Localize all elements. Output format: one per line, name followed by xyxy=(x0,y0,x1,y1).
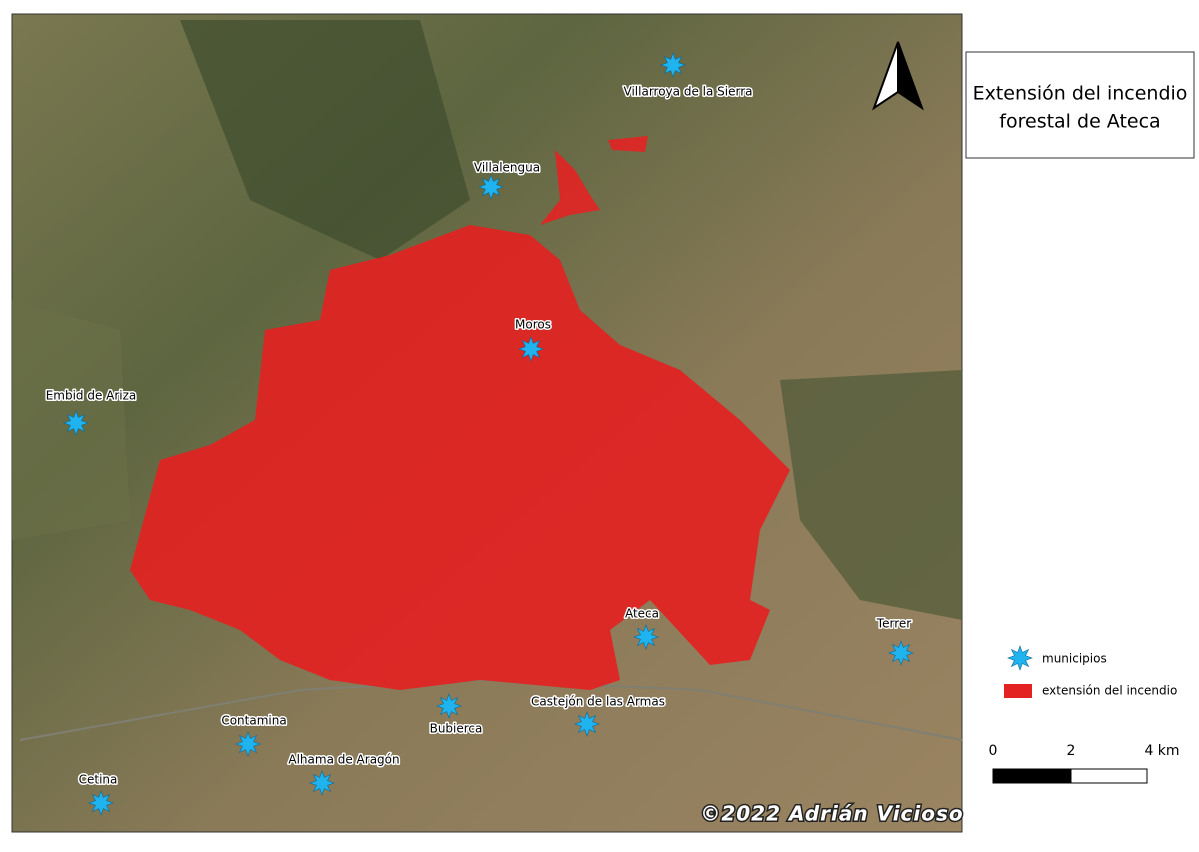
town-marker xyxy=(88,790,114,816)
town-marker xyxy=(63,410,89,436)
fire-extent xyxy=(540,150,600,225)
scale-segment xyxy=(1070,768,1148,784)
scale-label: 4 km xyxy=(1144,743,1179,759)
scale-segment xyxy=(992,768,1072,784)
legend-label: municipios xyxy=(1042,652,1107,666)
town-label: Moros xyxy=(515,318,551,332)
fire-extent xyxy=(608,136,648,152)
town-marker xyxy=(633,624,659,650)
town-label: Ateca xyxy=(625,607,659,621)
town-label: Terrer xyxy=(876,617,911,631)
town-label: Alhama de Aragón xyxy=(288,753,399,767)
town-marker xyxy=(436,693,462,719)
legend: municipios extensión del incendio xyxy=(1004,645,1177,698)
town-label: Villalengua xyxy=(474,161,540,175)
scale-label: 0 xyxy=(989,743,998,759)
town-marker xyxy=(1007,645,1033,671)
fire-extent xyxy=(130,225,790,690)
town-label: Castejón de las Armas xyxy=(531,695,665,709)
town-label: Bubierca xyxy=(430,722,483,736)
town-marker xyxy=(478,174,504,200)
north-arrow xyxy=(872,41,924,111)
town-label: Cetina xyxy=(79,773,118,787)
credit: ©2022 Adrián Vicioso xyxy=(700,802,963,826)
town-marker xyxy=(660,52,686,78)
town-marker xyxy=(888,640,914,666)
legend-swatch xyxy=(1004,684,1032,698)
legend-label: extensión del incendio xyxy=(1042,684,1177,698)
town-label: Contamina xyxy=(221,714,286,728)
town-label: Embid de Ariza xyxy=(46,389,137,403)
town-marker xyxy=(235,731,261,757)
map-frame: Villarroya de la Sierra Villalengua Moros E… xyxy=(11,13,964,833)
town-marker xyxy=(518,336,544,362)
town-marker xyxy=(574,711,600,737)
title: forestal de Ateca xyxy=(999,111,1160,133)
scale-label: 2 xyxy=(1067,743,1076,759)
forest-area xyxy=(780,370,962,620)
town-label: Villarroya de la Sierra xyxy=(624,85,753,99)
title-box xyxy=(965,51,1195,159)
town-marker xyxy=(309,770,335,796)
title: Extensión del incendio xyxy=(973,83,1188,105)
town-layer: Villarroya de la Sierra Villalengua Moros E… xyxy=(44,52,914,816)
scale-bar: 0 2 4 km xyxy=(989,743,1180,784)
forest-area xyxy=(180,20,470,260)
